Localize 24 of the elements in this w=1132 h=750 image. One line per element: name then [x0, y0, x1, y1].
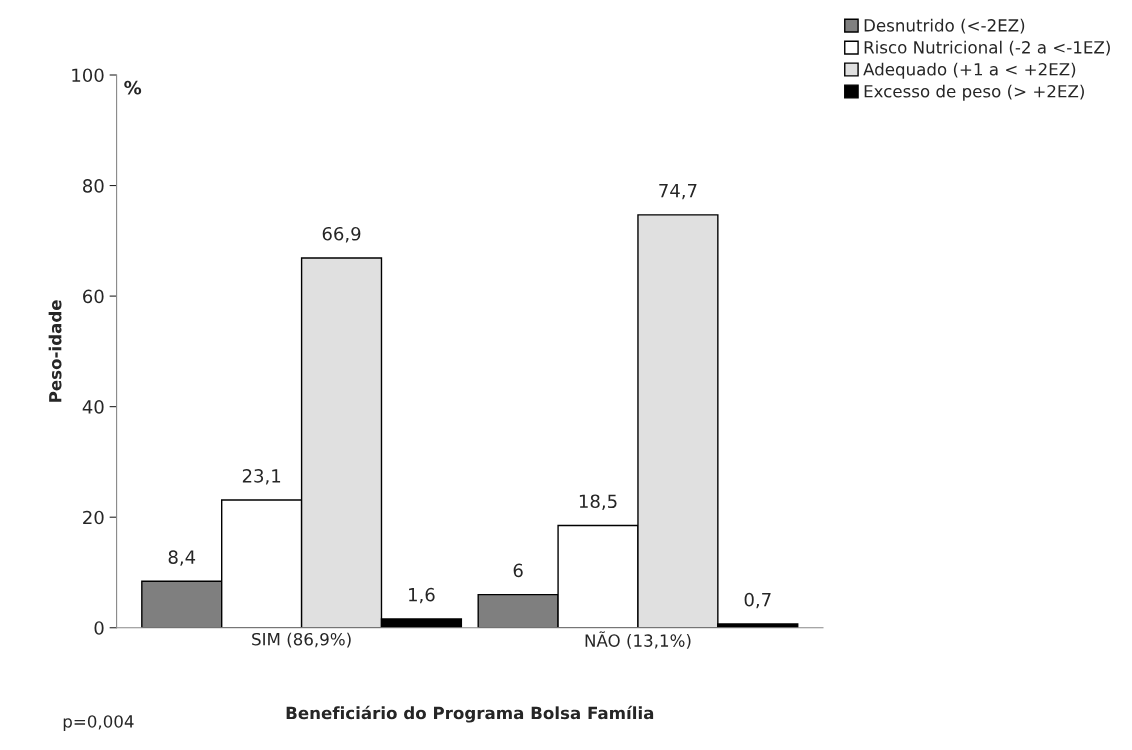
y-axis-title: Peso-idade	[48, 300, 62, 402]
legend-label: Desnutrido (<-2EZ)	[864, 18, 1025, 34]
y-tick-label: 0	[94, 621, 104, 635]
data-label: 8,4	[168, 550, 196, 566]
y-tick-label: 60	[83, 289, 104, 304]
legend-label: Excesso de peso (> +2EZ)	[864, 84, 1084, 101]
y-tick-label: 80	[83, 179, 104, 193]
data-label: 74,7	[659, 184, 697, 200]
data-label: 66,9	[322, 226, 361, 243]
x-axis-title: Beneficiário do Programa Bolsa Família	[286, 705, 654, 723]
legend-label: Risco Nutricional (-2 a <-1EZ)	[864, 40, 1110, 56]
data-label: 18,5	[579, 494, 617, 510]
y-tick-label: 40	[82, 400, 104, 414]
annotation: %	[124, 80, 142, 95]
y-tick-label: 100	[72, 68, 104, 83]
y-tick-label: 20	[83, 510, 104, 525]
data-label: 0,7	[744, 592, 771, 609]
x-tick-label: NÃO (13,1%)	[585, 631, 691, 649]
legend-label: Adequado (+1 a < +2EZ)	[863, 62, 1076, 79]
data-label: 23,1	[242, 469, 281, 485]
data-label: 1,6	[409, 587, 435, 604]
data-label: 6	[513, 563, 523, 578]
x-tick-label: SIM (86,9%)	[252, 632, 351, 648]
text: p=0,004	[63, 715, 134, 731]
